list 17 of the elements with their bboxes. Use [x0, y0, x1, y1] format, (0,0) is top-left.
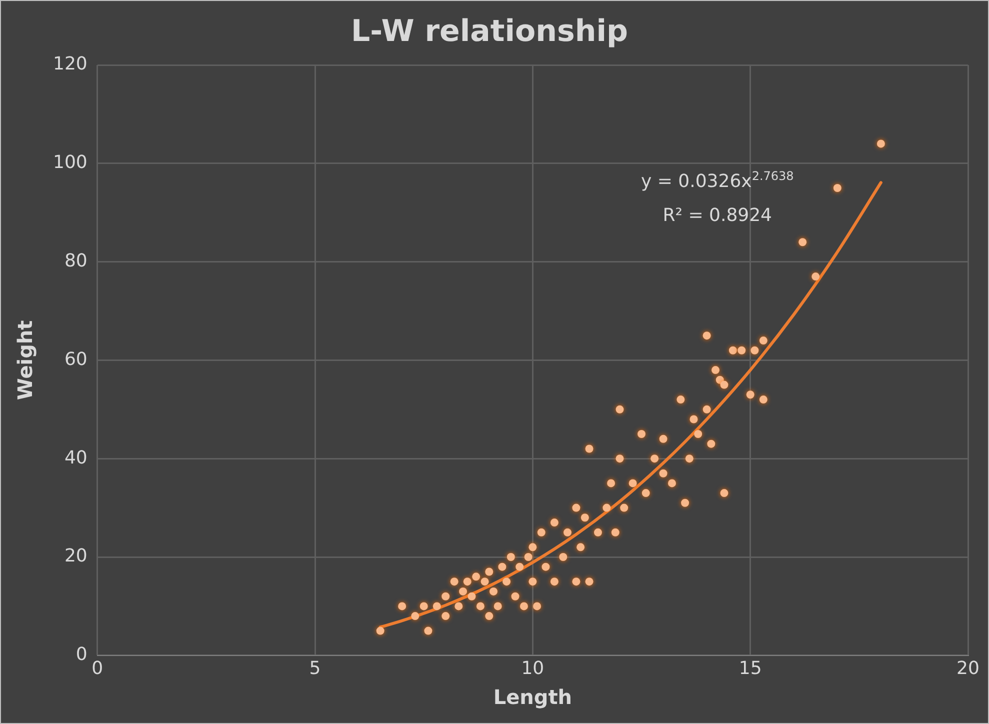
y-tick-label: 0	[76, 644, 88, 666]
y-axis-title: Weight	[13, 320, 38, 400]
x-axis-title: Length	[493, 685, 572, 710]
x-tick-label: 10	[521, 658, 544, 679]
y-tick-label: 20	[64, 546, 88, 567]
x-tick-label: 20	[956, 658, 980, 679]
x-tick-label: 5	[309, 658, 321, 679]
annotation: y = 0.0326x$^{2.7638}$	[641, 168, 794, 194]
y-tick-label: 40	[64, 447, 88, 468]
y-tick-label: 80	[64, 250, 88, 272]
y-tick-label: 100	[52, 152, 88, 174]
x-tick-label: 0	[92, 658, 104, 679]
y-tick-label: 120	[52, 54, 88, 75]
x-tick-label: 15	[738, 658, 762, 679]
chart-title: L-W relationship	[351, 14, 628, 49]
y-tick-label: 60	[64, 348, 88, 370]
annotation: R² = 0.8924	[662, 204, 774, 228]
